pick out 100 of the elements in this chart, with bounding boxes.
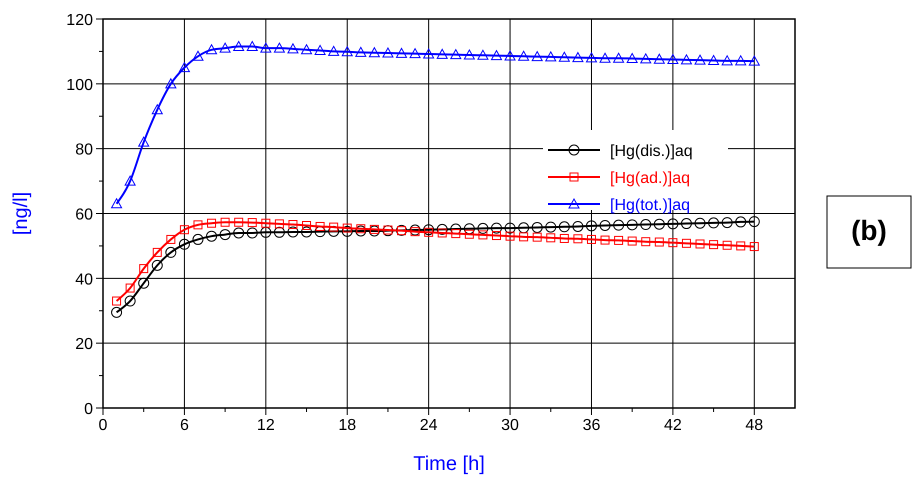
point — [490, 50, 502, 60]
point — [207, 218, 216, 228]
point — [545, 51, 556, 62]
point — [722, 240, 732, 250]
point — [438, 228, 447, 238]
point — [288, 220, 298, 230]
point — [709, 240, 718, 250]
point — [640, 53, 652, 64]
y-tick-label: 80 — [75, 142, 94, 159]
point — [124, 176, 136, 186]
x-tick-label: 48 — [745, 417, 764, 434]
point — [166, 234, 176, 244]
point — [492, 231, 501, 240]
legend-label: [Hg(tot.)]aq — [610, 197, 690, 214]
point — [356, 224, 366, 234]
x-tick-label: 42 — [664, 417, 682, 434]
point — [694, 54, 706, 65]
point — [654, 218, 665, 230]
point — [234, 218, 244, 227]
point — [301, 44, 312, 54]
point — [424, 228, 434, 237]
point — [694, 218, 706, 229]
point — [722, 217, 733, 228]
point — [586, 234, 596, 244]
point — [490, 222, 502, 234]
x-tick-label: 12 — [256, 417, 275, 434]
point — [532, 222, 543, 233]
point — [368, 226, 380, 237]
point — [477, 222, 488, 234]
point — [342, 224, 352, 233]
point — [410, 48, 421, 58]
point — [464, 49, 475, 60]
point — [451, 229, 460, 238]
point — [423, 48, 434, 59]
point — [478, 230, 488, 240]
point — [165, 78, 176, 88]
y-tick-label: 0 — [84, 401, 94, 418]
point — [370, 224, 379, 234]
point — [680, 54, 692, 64]
point — [477, 50, 488, 60]
point — [410, 224, 421, 236]
point — [748, 216, 760, 228]
point — [246, 227, 258, 238]
y-tick-label: 20 — [75, 336, 94, 354]
point — [504, 222, 516, 234]
y-tick-label: 60 — [75, 206, 94, 224]
point — [368, 47, 380, 58]
point — [558, 52, 570, 62]
point — [600, 52, 611, 63]
point — [342, 46, 353, 56]
point — [641, 237, 650, 246]
point — [355, 46, 366, 57]
point — [532, 51, 543, 62]
point — [220, 229, 231, 240]
point — [165, 246, 176, 258]
point — [464, 230, 474, 239]
point — [518, 50, 530, 61]
point — [654, 238, 664, 247]
point — [192, 50, 204, 61]
point — [573, 234, 582, 244]
point — [410, 227, 420, 236]
point — [314, 226, 326, 238]
point — [450, 49, 462, 60]
text: (b) — [851, 215, 887, 246]
point — [152, 260, 163, 271]
point — [287, 43, 298, 54]
point — [193, 220, 202, 230]
point — [274, 226, 285, 238]
point — [314, 44, 326, 55]
point — [504, 50, 516, 60]
point — [654, 54, 665, 64]
y-tick-label: 40 — [75, 271, 94, 288]
point — [111, 198, 122, 208]
y-tick-label: 100 — [66, 76, 94, 94]
point — [696, 239, 705, 248]
point — [748, 56, 760, 66]
point — [640, 219, 652, 230]
legend-label: [Hg(dis.)]aq — [610, 143, 693, 160]
point — [586, 220, 597, 232]
point — [750, 242, 759, 252]
x-tick-label: 30 — [501, 417, 520, 434]
point — [329, 222, 338, 232]
point — [274, 42, 285, 53]
point — [287, 226, 298, 238]
x-tick-label: 36 — [582, 417, 600, 434]
point — [111, 306, 122, 318]
point — [735, 55, 746, 66]
point — [396, 48, 408, 58]
point — [626, 53, 638, 64]
point — [668, 238, 678, 248]
point — [628, 236, 637, 246]
point — [124, 296, 136, 307]
point — [261, 218, 270, 228]
point — [246, 41, 258, 52]
point — [626, 219, 638, 230]
point — [464, 223, 475, 234]
point — [138, 278, 150, 289]
point — [572, 52, 584, 62]
point — [328, 46, 340, 56]
point — [680, 218, 692, 230]
